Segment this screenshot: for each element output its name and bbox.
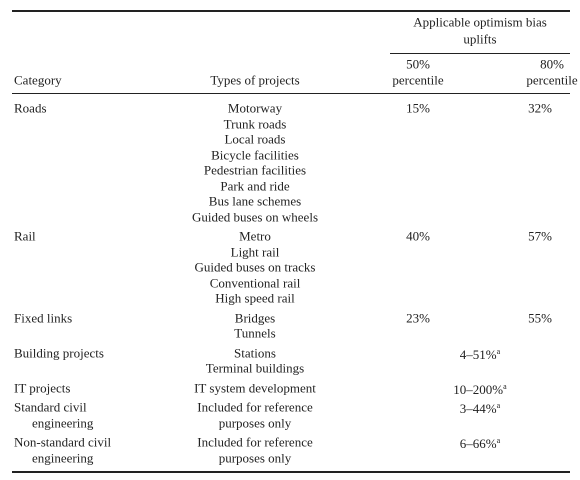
project-type: Terminal buildings [205, 360, 305, 376]
uplift-range: 6–66%a [459, 436, 501, 451]
project-type: Motorway [227, 100, 283, 116]
column-header: percentile [526, 72, 578, 88]
project-type: High speed rail [215, 290, 295, 306]
project-type: Light rail [230, 244, 280, 259]
category: Standard civil [14, 399, 87, 415]
project-type: IT system development [194, 380, 316, 395]
project-type: Guided buses on tracks [194, 259, 316, 275]
project-type: Included for reference [197, 399, 313, 415]
project-type: Stations [234, 345, 276, 360]
category: Roads [14, 100, 47, 116]
uplift-range: 4–51%a [459, 346, 501, 362]
category: engineering [32, 450, 94, 465]
project-type: Bus lane schemes [208, 193, 302, 209]
uplift-50: 15% [406, 100, 430, 116]
footnote-mark: a [496, 436, 501, 445]
category: engineering [32, 415, 94, 430]
category: Building projects [14, 345, 104, 360]
project-type: purposes only [218, 415, 292, 430]
uplift-50: 40% [406, 228, 430, 244]
group-header: uplifts [463, 31, 497, 47]
uplift-range: 3–44%a [459, 401, 501, 416]
column-header: Types of projects [210, 72, 300, 88]
project-type: Bicycle facilities [211, 147, 299, 162]
project-type: Park and ride [220, 178, 290, 193]
project-type: Pedestrian facilities [203, 162, 307, 178]
project-type: Bridges [234, 310, 276, 325]
footnote-mark: a [503, 381, 507, 391]
column-header: Category [14, 72, 62, 88]
footnote-mark: a [496, 401, 501, 410]
top-rule [12, 10, 570, 12]
header-rule [12, 93, 570, 94]
footnote-mark: a [496, 346, 501, 356]
project-type: Trunk roads [223, 116, 287, 131]
category: Non-standard civil [14, 434, 112, 450]
project-type: Tunnels [234, 325, 276, 341]
project-type: Conventional rail [209, 275, 301, 290]
uplift-80: 55% [528, 310, 552, 325]
bottom-rule [12, 471, 570, 473]
column-header: percentile [392, 72, 444, 88]
column-header: 80% [540, 56, 564, 72]
uplift-80: 32% [528, 100, 552, 116]
column-header: 50% [406, 56, 430, 72]
group-header: Applicable optimism bias [413, 14, 547, 30]
project-type: Guided buses on wheels [191, 209, 319, 224]
project-type: purposes only [218, 450, 292, 465]
group-rule [390, 53, 570, 54]
category: Fixed links [14, 310, 73, 325]
uplift-80: 57% [528, 228, 552, 244]
category: Rail [14, 228, 36, 244]
project-type: Local roads [224, 131, 286, 147]
uplift-range: 10–200%a [453, 381, 507, 397]
project-type: Included for reference [197, 434, 313, 450]
project-type: Metro [239, 228, 271, 244]
category: IT projects [14, 380, 71, 395]
uplift-50: 23% [406, 310, 430, 325]
